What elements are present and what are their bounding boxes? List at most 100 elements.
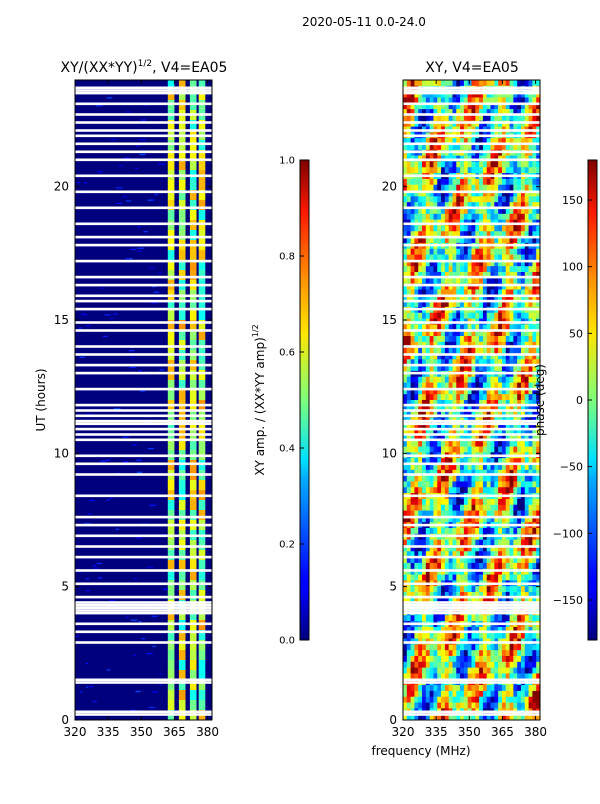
- panel2-phase-cell: [460, 446, 465, 453]
- panel2-phase-cell: [437, 277, 442, 284]
- panel2-phase-cell: [536, 702, 540, 709]
- panel1-band-cell: [178, 330, 186, 341]
- panel1-band-cell: [189, 160, 197, 171]
- panel2-phase-cell: [422, 615, 427, 622]
- panel2-phase-cell: [441, 330, 446, 337]
- panel2-phase-cell: [448, 400, 453, 407]
- panel2-phase-cell: [456, 295, 461, 302]
- panel2-phase-cell: [418, 434, 423, 442]
- panel2-phase-cell: [418, 644, 423, 651]
- panel2-phase-cell: [490, 347, 495, 354]
- panel2-phase-cell: [460, 260, 465, 267]
- panel2-phase-cell: [406, 434, 411, 442]
- panel2-phase-cell: [528, 615, 533, 622]
- panel2-phase-cell: [494, 289, 499, 296]
- panel2-phase-cell: [486, 423, 491, 430]
- flagged-row: [403, 494, 540, 498]
- panel2-phase-cell: [418, 103, 423, 110]
- panel2-phase-cell: [520, 336, 526, 343]
- panel2-phase-cell: [467, 359, 472, 366]
- panel2-phase-cell: [425, 330, 430, 337]
- panel2-phase-cell: [505, 254, 510, 261]
- panel2-phase-cell: [456, 266, 461, 273]
- panel2-phase-cell: [479, 464, 484, 471]
- panel2-phase-cell: [444, 359, 449, 366]
- panel2-phase-cell: [509, 266, 514, 273]
- panel2-phase-cell: [467, 109, 472, 116]
- panel2-phase-cell: [509, 213, 514, 220]
- panel2-phase-cell: [437, 202, 442, 209]
- panel1-band-cell: [167, 420, 175, 431]
- panel1-band-cell: [198, 560, 206, 571]
- panel2-phase-cell: [406, 429, 411, 436]
- panel2-phase-cell: [536, 656, 540, 663]
- panel2-phase-cell: [406, 144, 411, 151]
- panel2-phase-cell: [479, 405, 484, 412]
- panel2-phase-cell: [524, 231, 529, 238]
- panel2-phase-cell: [448, 114, 453, 122]
- panel2-phase-cell: [448, 202, 453, 209]
- panel2-phase-cell: [441, 196, 446, 203]
- panel2-phase-cell: [403, 144, 408, 151]
- panel2-phase-cell: [406, 487, 411, 494]
- panel2-phase-cell: [425, 80, 430, 87]
- panel2-phase-cell: [456, 347, 461, 354]
- panel2-phase-cell: [433, 277, 438, 284]
- panel2-phase-cell: [517, 301, 522, 308]
- panel2-phase-cell: [456, 702, 461, 709]
- panel2-phase-cell: [505, 301, 510, 308]
- panel2-phase-cell: [429, 254, 434, 261]
- panel2-phase-cell: [463, 208, 468, 215]
- panel2-phase-cell: [505, 277, 510, 284]
- panel2-phase-cell: [482, 562, 488, 570]
- panel2-phase-cell: [524, 237, 529, 244]
- panel2-phase-cell: [444, 184, 449, 191]
- panel2-phase-cell: [471, 167, 476, 174]
- panel2-phase-cell: [505, 487, 510, 494]
- panel2-phase-cell: [475, 615, 480, 622]
- panel2-phase-cell: [429, 685, 434, 692]
- panel2-phase-cell: [494, 190, 499, 197]
- panel2-phase-cell: [482, 208, 488, 215]
- panel2-phase-cell: [532, 516, 537, 523]
- panel2-phase-cell: [471, 685, 476, 692]
- panel2-phase-cell: [501, 487, 507, 494]
- panel2-phase-cell: [429, 661, 434, 668]
- panel2-phase-cell: [524, 213, 529, 220]
- panel2-phase-cell: [501, 498, 507, 506]
- panel2-phase-cell: [482, 80, 488, 87]
- panel2-phase-cell: [437, 592, 442, 599]
- panel1-texture-dot: [159, 683, 162, 686]
- panel2-phase-cell: [403, 213, 408, 220]
- panel2-phase-cell: [410, 365, 415, 372]
- panel1-band-cell: [189, 420, 197, 431]
- flagged-row: [75, 494, 212, 498]
- panel2-phase-cell: [406, 475, 411, 482]
- panel2-phase-cell: [460, 469, 465, 476]
- panel2-phase-cell: [433, 667, 438, 674]
- panel2-phase-cell: [467, 103, 472, 110]
- panel2-phase-cell: [406, 353, 411, 360]
- panel2-phase-cell: [418, 114, 423, 122]
- panel2-phase-cell: [528, 289, 533, 296]
- panel2-phase-cell: [479, 178, 484, 186]
- flagged-row: [403, 283, 540, 287]
- panel2-phase-cell: [456, 91, 461, 98]
- panel2-phase-cell: [517, 696, 522, 703]
- panel2-phase-cell: [403, 592, 408, 599]
- panel1-band-cell: [189, 220, 197, 231]
- panel2-phase-cell: [528, 347, 533, 354]
- panel2-phase-cell: [406, 359, 411, 366]
- panel2-phase-cell: [475, 225, 480, 232]
- panel1-band-cell: [178, 180, 186, 191]
- panel2-phase-cell: [498, 475, 503, 482]
- panel2-phase-cell: [448, 690, 453, 698]
- panel2-phase-cell: [498, 481, 503, 488]
- panel2-phase-cell: [501, 464, 507, 471]
- panel2-phase-cell: [403, 685, 408, 692]
- panel2-phase-cell: [501, 272, 507, 279]
- panel1-band-cell: [189, 140, 197, 151]
- panel2-phase-cell: [444, 446, 449, 453]
- panel2-phase-cell: [425, 551, 430, 558]
- panel2-phase-cell: [520, 702, 526, 709]
